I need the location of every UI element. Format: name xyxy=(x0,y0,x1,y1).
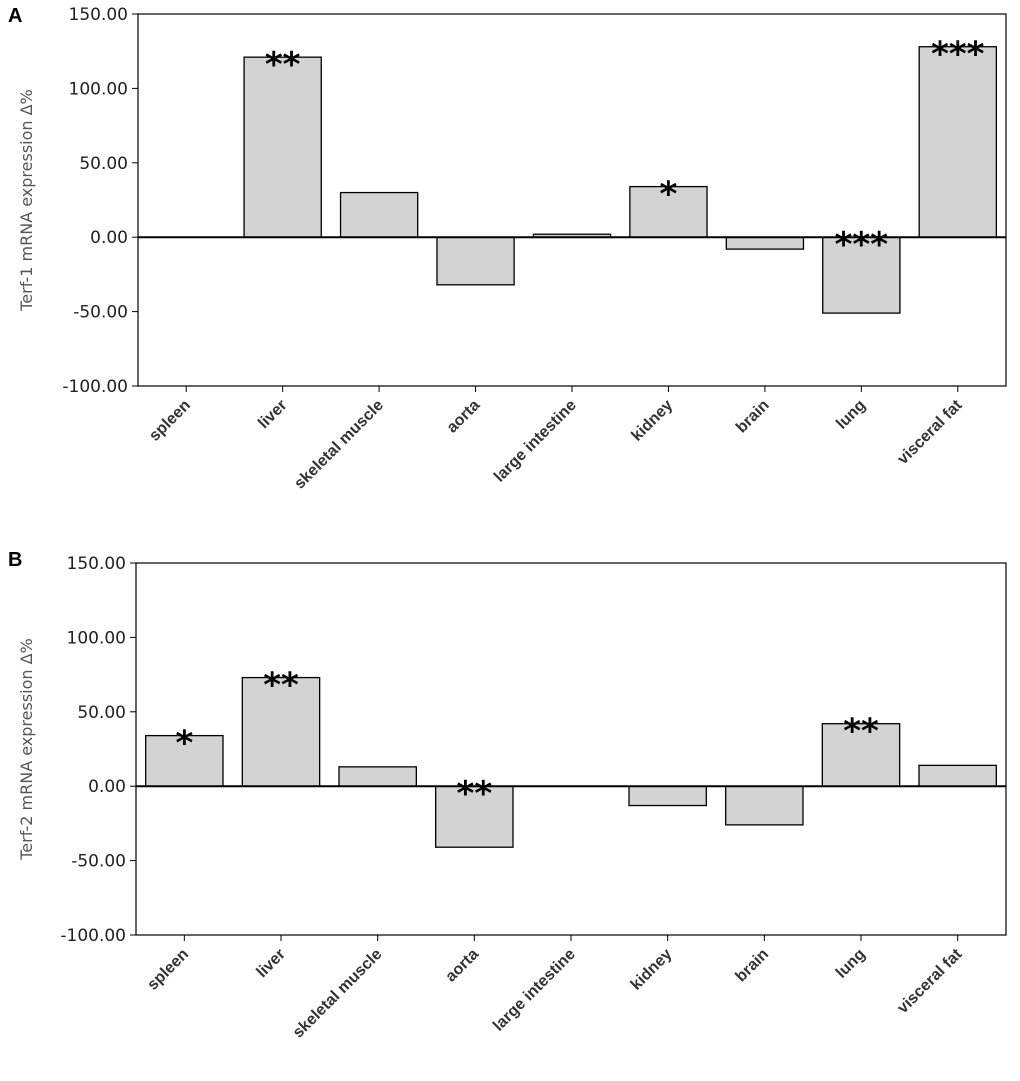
bar-lung xyxy=(821,723,901,787)
bar-aorta xyxy=(436,236,515,286)
bar-brain xyxy=(725,236,805,250)
x-tick-label: spleen xyxy=(144,946,192,994)
x-tick-label: brain xyxy=(732,946,772,986)
bar-visceral-fat xyxy=(918,46,998,238)
bar-kidney xyxy=(628,785,707,807)
x-tick-label: brain xyxy=(733,397,773,437)
panel-label: B xyxy=(8,549,22,571)
x-tick-label: lung xyxy=(833,946,869,982)
x-tick-label: lung xyxy=(833,397,869,433)
significance-marker: *** xyxy=(835,225,889,265)
bar-visceral-fat xyxy=(918,764,997,787)
y-tick-label: 100.00 xyxy=(69,79,128,99)
x-tick-label: liver xyxy=(254,946,289,981)
significance-marker: ** xyxy=(457,774,493,814)
y-tick-label: 150.00 xyxy=(69,5,128,25)
y-tick-label: -50.00 xyxy=(71,852,126,872)
chart-panel-b: B 150.00 100.00 50.00 0.00 -50.00 -100.00 Terf-… xyxy=(8,549,1007,1042)
y-tick-label: -100.00 xyxy=(62,377,128,397)
significance-marker: * xyxy=(660,175,678,215)
y-axis-label: Terf-2 mRNA expression Δ% xyxy=(17,638,36,861)
x-tick-label: kidney xyxy=(628,946,676,994)
bar-skeletal-muscle xyxy=(338,766,417,787)
y-tick-label: 100.00 xyxy=(67,628,126,648)
significance-marker: ** xyxy=(843,712,879,752)
x-tick-label: skeletal muscle xyxy=(290,946,386,1042)
y-tick-label: 150.00 xyxy=(67,554,126,574)
significance-marker: ** xyxy=(265,45,301,85)
bar-spleen xyxy=(145,734,224,787)
x-tick-label: kidney xyxy=(628,397,676,445)
x-tick-label: liver xyxy=(255,397,290,432)
bar-liver xyxy=(243,56,322,238)
x-tick-label: skeletal muscle xyxy=(291,397,387,493)
x-tick-label: aorta xyxy=(442,946,482,986)
chart-panel-a: A 150.00 100.00 50.00 0.00 -50.00 -100.00 Terf-… xyxy=(8,5,1007,493)
x-tick-label: large intestine xyxy=(490,946,579,1035)
significance-marker: *** xyxy=(931,35,985,75)
x-tick-label: visceral fat xyxy=(894,945,966,1017)
y-tick-label: -50.00 xyxy=(73,303,128,323)
bar-aorta xyxy=(435,785,514,848)
significance-marker: * xyxy=(175,724,193,764)
significance-marker: ** xyxy=(263,666,299,706)
y-axis-label: Terf-1 mRNA expression Δ% xyxy=(17,89,36,312)
y-tick-label: 0.00 xyxy=(90,228,128,248)
x-tick-label: spleen xyxy=(146,397,194,445)
bar-brain xyxy=(725,785,804,826)
y-tick-label: 0.00 xyxy=(88,777,126,797)
x-tick-label: large intestine xyxy=(491,397,580,486)
bar-liver xyxy=(241,676,321,787)
y-tick-label: 50.00 xyxy=(79,154,128,174)
panel-label: A xyxy=(8,5,22,27)
bar-skeletal-muscle xyxy=(339,191,419,238)
x-tick-label: aorta xyxy=(444,397,484,437)
y-tick-label: -100.00 xyxy=(60,926,126,946)
y-tick-label: 50.00 xyxy=(77,703,126,723)
x-tick-label: visceral fat xyxy=(894,396,966,468)
